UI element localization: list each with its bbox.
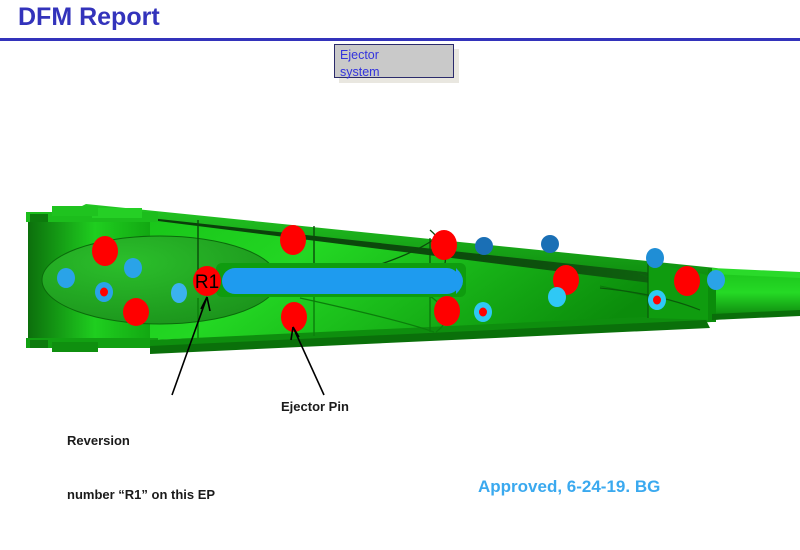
reversion-marker-r1[interactable]: R1 [193, 266, 221, 296]
ejector-pin-marker[interactable] [280, 225, 306, 255]
core-pin-marker[interactable] [171, 283, 187, 303]
core-pin-markers [57, 235, 725, 307]
page-title: DFM Report [18, 3, 160, 31]
leader-line-reversion [171, 296, 208, 396]
left-top-boss [92, 208, 142, 218]
annotation-reversion-line2: number “R1” on this EP [67, 487, 216, 502]
reversion-marker-dot [193, 266, 221, 296]
lower-rib-2 [150, 320, 710, 354]
core-pin-marker[interactable] [541, 235, 559, 253]
ringed-core-pin-marker[interactable] [474, 302, 492, 322]
part-3d-viewport[interactable]: R1 [0, 190, 800, 370]
tail-tube [712, 270, 800, 320]
approval-stamp: Approved, 6-24-19. BG [478, 477, 661, 496]
ejector-pin-marker[interactable] [123, 298, 149, 326]
tail-top-highlight [712, 268, 800, 278]
callout-line-2: system [340, 65, 380, 79]
left-tab-bottom [52, 342, 98, 352]
callout-line-1: Ejector [340, 48, 379, 62]
leader-arrowhead-ejector-pin [290, 326, 300, 341]
ringed-core-pin-marker[interactable] [95, 282, 113, 302]
annotation-leader-lines [171, 296, 325, 396]
ejector-pin-markers [92, 225, 700, 332]
ringed-core-pin-markers [95, 282, 666, 322]
core-pin-marker[interactable] [707, 270, 725, 290]
slider-bar [222, 268, 460, 294]
leader-arrowhead-reversion [200, 296, 211, 312]
ejector-system-callout[interactable]: Ejector system [334, 44, 454, 79]
annotation-reversion-line1: Reversion [67, 433, 130, 448]
upper-shell-band [82, 204, 760, 282]
core-pin-marker[interactable] [124, 258, 142, 278]
ejector-pin-marker[interactable] [92, 236, 118, 266]
part-3d-model: R1 [26, 204, 800, 354]
draft-curve-bottom [299, 297, 435, 333]
left-tab-top [52, 206, 98, 216]
annotation-ejector-pin: Ejector Pin [281, 399, 349, 414]
ringed-core-pin-marker[interactable] [648, 290, 666, 310]
ejector-pin-marker[interactable] [281, 302, 307, 332]
core-pin-marker[interactable] [548, 287, 566, 307]
leader-line-ejector-pin [292, 326, 325, 396]
core-pin-marker[interactable] [57, 268, 75, 288]
tail-collar [708, 268, 716, 322]
slider-bar-cap [456, 268, 463, 294]
left-top-notch [30, 214, 48, 222]
left-bottom-notch [30, 340, 48, 348]
slider-bar-group [216, 263, 466, 297]
reversion-marker-label: R1 [195, 272, 219, 293]
core-pin-marker[interactable] [646, 248, 664, 268]
ejector-pin-marker[interactable] [434, 296, 460, 326]
tail-bottom-shade [712, 310, 800, 320]
ejector-pin-marker[interactable] [431, 230, 457, 260]
title-divider [0, 38, 800, 41]
core-pin-marker[interactable] [475, 237, 493, 255]
annotation-reversion: Reversion number “R1” on this EP [67, 396, 215, 522]
ejector-pin-marker[interactable] [674, 266, 700, 296]
